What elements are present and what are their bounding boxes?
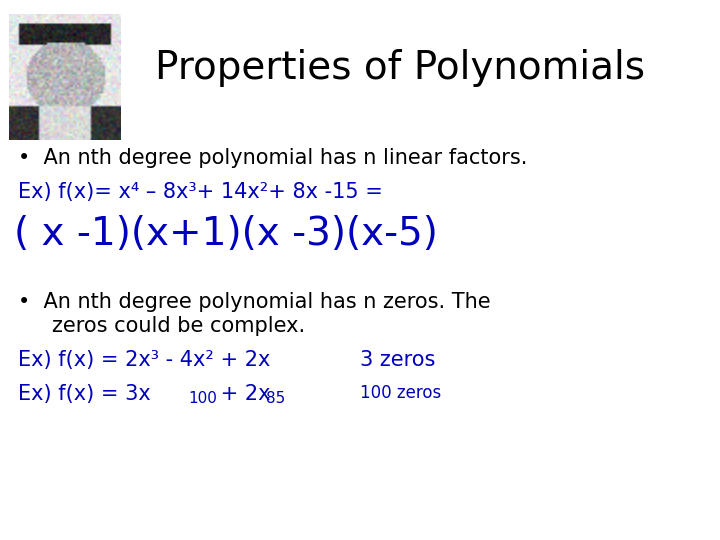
Text: 85: 85: [266, 391, 285, 406]
Text: •  An nth degree polynomial has n zeros. The: • An nth degree polynomial has n zeros. …: [18, 292, 490, 312]
Text: + 2x: + 2x: [214, 384, 271, 404]
Text: 100 zeros: 100 zeros: [360, 384, 441, 402]
Text: Ex) f(x) = 2x³ - 4x² + 2x: Ex) f(x) = 2x³ - 4x² + 2x: [18, 350, 271, 370]
Text: Properties of Polynomials: Properties of Polynomials: [155, 49, 645, 87]
Text: 100: 100: [188, 391, 217, 406]
Text: ( x -1)(x+1)(x -3)(x-5): ( x -1)(x+1)(x -3)(x-5): [14, 215, 438, 253]
Text: Ex) f(x)= x⁴ – 8x³+ 14x²+ 8x -15 =: Ex) f(x)= x⁴ – 8x³+ 14x²+ 8x -15 =: [18, 182, 383, 202]
Text: 3 zeros: 3 zeros: [360, 350, 436, 370]
Text: Ex) f(x) = 3x: Ex) f(x) = 3x: [18, 384, 150, 404]
Text: •  An nth degree polynomial has n linear factors.: • An nth degree polynomial has n linear …: [18, 148, 527, 168]
Text: zeros could be complex.: zeros could be complex.: [52, 316, 305, 336]
